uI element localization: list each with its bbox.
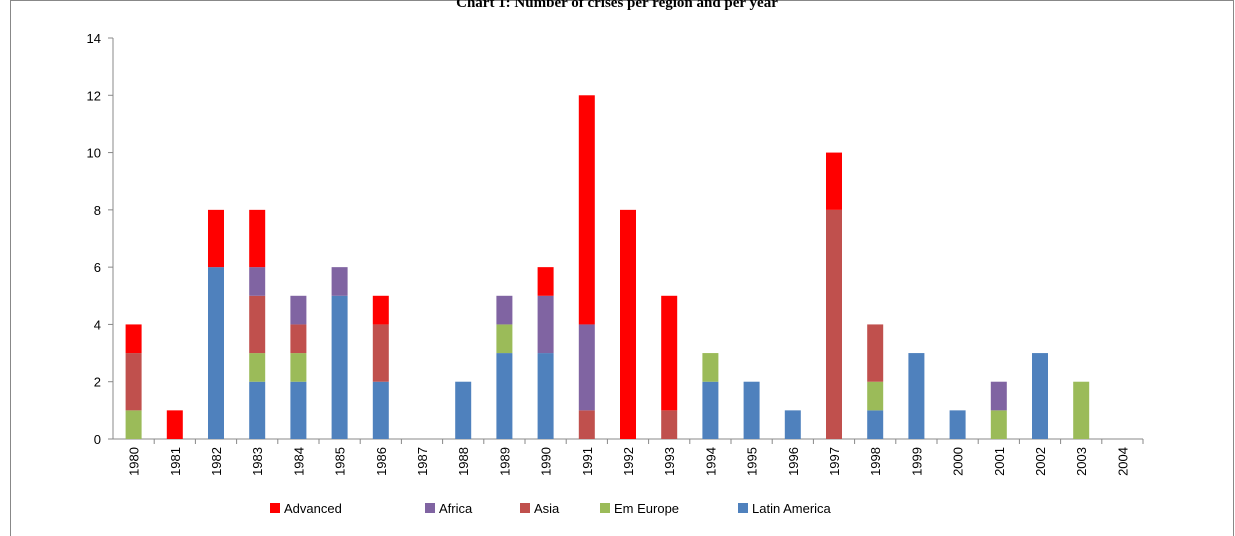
bar-segment <box>372 324 389 382</box>
bar-segment <box>537 353 554 439</box>
bar-segment <box>125 410 142 439</box>
x-tick-label: 1987 <box>415 447 430 476</box>
bar-segment <box>125 324 142 354</box>
bar-segment <box>990 410 1007 439</box>
x-tick-label: 1985 <box>333 447 348 476</box>
bar-segment <box>661 295 678 411</box>
x-tick-label: 1988 <box>456 447 471 476</box>
legend-swatch <box>520 503 530 513</box>
x-tick-label: 1997 <box>827 447 842 476</box>
bar-segment <box>990 381 1007 411</box>
bar-segment <box>249 353 266 382</box>
x-tick-label: 1983 <box>250 447 265 476</box>
bar-segment <box>743 381 760 439</box>
x-tick-label: 1980 <box>127 447 142 476</box>
bar-segment <box>372 381 389 439</box>
bar-segment <box>1032 353 1048 439</box>
x-tick-label: 2000 <box>951 447 966 476</box>
bar-segment <box>166 410 183 439</box>
bar-segment <box>290 381 307 439</box>
legend-label: Latin America <box>752 501 832 516</box>
y-tick-label: 4 <box>94 317 101 332</box>
bar-segment <box>826 209 842 439</box>
x-tick-label: 1991 <box>580 447 595 476</box>
legend-label: Em Europe <box>614 501 679 516</box>
bar-segment <box>578 410 595 439</box>
bar-segment <box>455 381 472 439</box>
bar-segment <box>578 95 595 325</box>
y-tick-label: 0 <box>94 432 101 447</box>
bar-segment <box>496 295 513 325</box>
bar-segment <box>949 410 966 439</box>
bar-segment <box>496 324 513 354</box>
legend-label: Africa <box>439 501 473 516</box>
bar-segment <box>867 381 884 411</box>
bar-segment <box>784 410 801 439</box>
bar-segment <box>290 353 307 382</box>
bar-segment <box>125 353 142 411</box>
bar-segment <box>249 295 266 354</box>
x-tick-label: 2004 <box>1115 447 1130 476</box>
bar-segment <box>867 324 884 382</box>
bar-segment <box>290 295 307 325</box>
bar-segment <box>331 295 348 439</box>
legend-swatch <box>425 503 435 513</box>
x-tick-label: 1982 <box>209 447 224 476</box>
legend-swatch <box>738 503 748 513</box>
bar-segment <box>290 324 307 354</box>
legend-label: Asia <box>534 501 560 516</box>
x-tick-label: 1998 <box>868 447 883 476</box>
y-tick-label: 6 <box>94 260 101 275</box>
bar-segment <box>661 410 678 439</box>
bar-segment <box>867 410 884 439</box>
x-tick-label: 1995 <box>745 447 760 476</box>
y-tick-label: 12 <box>87 88 101 103</box>
bar-segment <box>249 267 266 296</box>
y-tick-label: 2 <box>94 375 101 390</box>
legend-swatch <box>270 503 280 513</box>
bar-segment <box>537 267 554 296</box>
chart-title: Chart 1: Number of crises per region and… <box>456 0 778 11</box>
x-tick-label: 1992 <box>621 447 636 476</box>
x-tick-label: 1989 <box>497 447 512 476</box>
bar-segment <box>496 353 513 439</box>
bar-segment <box>908 353 925 439</box>
bar-segment <box>702 381 719 439</box>
bar-segment <box>620 209 636 439</box>
y-tick-label: 14 <box>87 31 101 46</box>
x-tick-label: 1986 <box>374 447 389 476</box>
bar-segment <box>826 152 842 210</box>
x-tick-label: 1993 <box>662 447 677 476</box>
x-tick-label: 1996 <box>786 447 801 476</box>
bar-segment <box>1073 381 1090 439</box>
bar-segment <box>578 324 595 411</box>
bar-segment <box>331 267 348 296</box>
y-tick-label: 10 <box>87 146 101 161</box>
x-tick-label: 1999 <box>909 447 924 476</box>
x-tick-label: 2001 <box>992 447 1007 476</box>
chart-border <box>10 0 1234 536</box>
legend-swatch <box>600 503 610 513</box>
bar-segment <box>702 353 719 382</box>
bar-segment <box>208 267 224 439</box>
x-tick-label: 1994 <box>703 447 718 476</box>
x-tick-label: 2002 <box>1033 447 1048 476</box>
x-tick-label: 1990 <box>539 447 554 476</box>
bar-segment <box>208 209 224 268</box>
bar-segment <box>537 295 554 354</box>
bar-segment <box>372 295 389 325</box>
bar-segment <box>249 381 266 439</box>
x-tick-label: 2003 <box>1074 447 1089 476</box>
y-tick-label: 8 <box>94 203 101 218</box>
x-tick-label: 1981 <box>168 447 183 476</box>
bar-segment <box>249 209 266 268</box>
legend-label: Advanced <box>284 501 342 516</box>
x-tick-label: 1984 <box>291 447 306 476</box>
